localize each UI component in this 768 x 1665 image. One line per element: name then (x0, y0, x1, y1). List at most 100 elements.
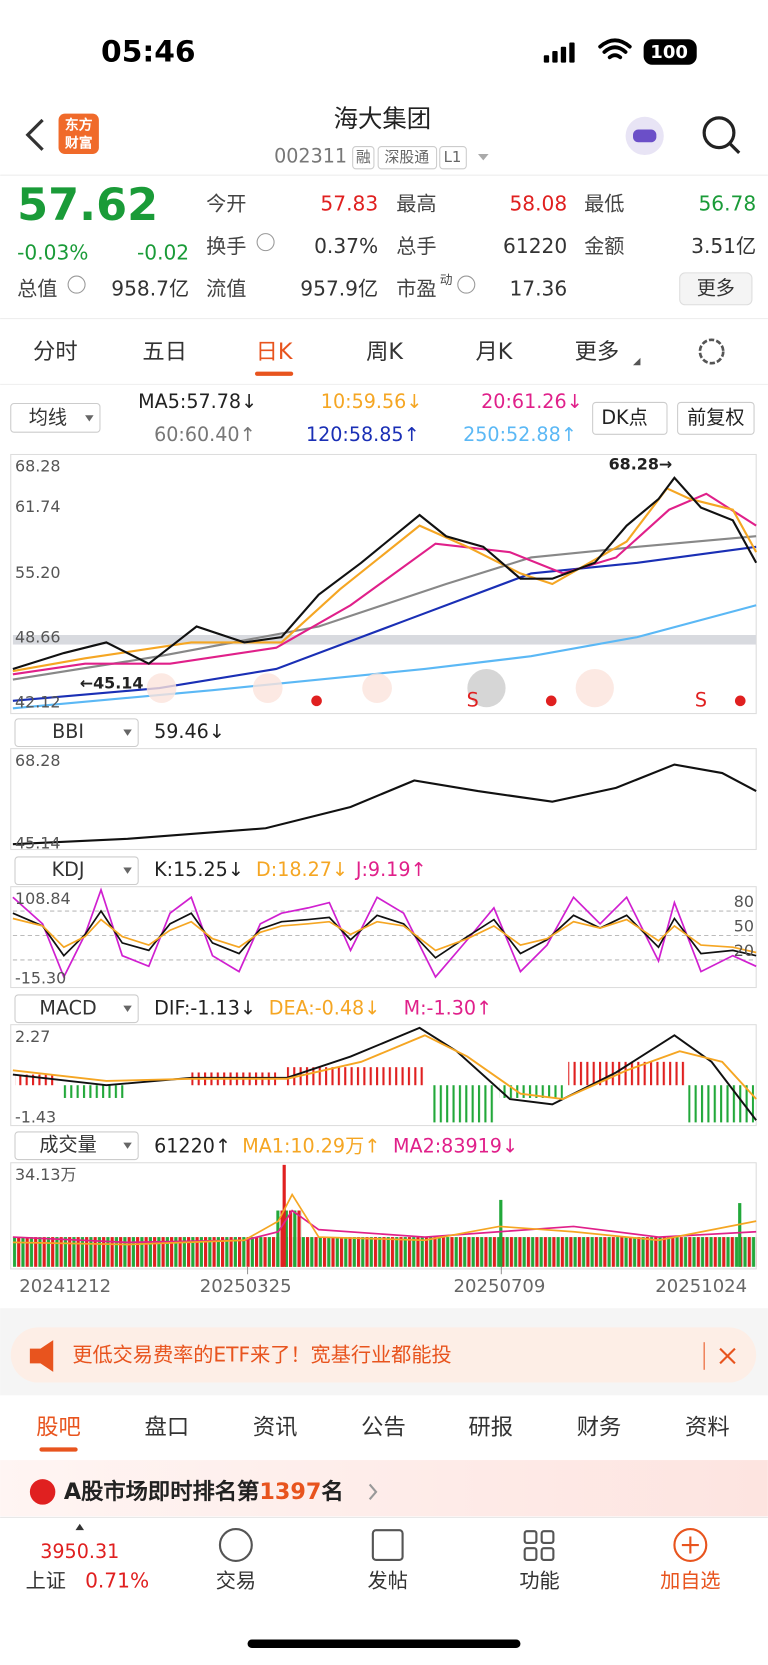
function-icon[interactable] (523, 1530, 555, 1561)
close-banner[interactable] (719, 1347, 736, 1365)
select-arrow (123, 1142, 132, 1149)
nav-label[interactable]: 发帖 (368, 1569, 408, 1593)
signal-dot (311, 695, 322, 707)
ma60-line (12, 535, 757, 681)
axis-label: 108.84 (15, 889, 71, 908)
nav-label[interactable]: 交易 (216, 1569, 256, 1593)
period-tab[interactable]: 分时 (33, 339, 78, 365)
info-tab[interactable]: 研报 (468, 1415, 513, 1441)
indicator-value: DEA:-0.48↓ (269, 996, 380, 1019)
info-icon[interactable] (457, 275, 476, 294)
back-button[interactable] (25, 118, 44, 151)
period-tab[interactable]: 月K (475, 339, 513, 365)
period-tab[interactable]: 五日 (142, 339, 187, 365)
axis-label: 20 (734, 941, 754, 960)
field-label: 最低 (584, 191, 624, 215)
period-tab[interactable]: 周K (366, 339, 404, 365)
field-label: 市盈 (396, 276, 436, 300)
select-arrow (123, 729, 132, 736)
tool-button[interactable] (146, 673, 177, 703)
tool-button[interactable] (467, 668, 506, 708)
nav-label[interactable]: 加自选 (660, 1569, 720, 1593)
search-icon[interactable] (702, 116, 736, 150)
high-annotation: 68.28→ (609, 455, 673, 474)
period-tab-active[interactable]: 日K (256, 339, 294, 365)
axis-label: 48.66 (15, 628, 61, 647)
post-icon[interactable] (371, 1529, 404, 1561)
tag-box (377, 146, 438, 170)
main-chart-frame (10, 453, 757, 715)
info-tab[interactable]: 公告 (361, 1415, 406, 1441)
field-label: 金额 (584, 234, 624, 258)
index-value[interactable]: 3950.31 (40, 1540, 119, 1563)
signal-dot (734, 695, 746, 707)
axis-label: 42.12 (15, 692, 61, 711)
signal-dot (545, 695, 557, 707)
info-icon[interactable] (67, 275, 86, 294)
axis-label: 68.28 (15, 457, 61, 476)
trade-icon[interactable] (218, 1528, 253, 1562)
adjust-label: 前复权 (687, 406, 744, 429)
more-button[interactable] (679, 272, 753, 306)
ma-value: 250:52.88↑ (463, 423, 577, 446)
field-label: 总手 (396, 234, 436, 258)
indicator-value: DIF:-1.13↓ (154, 996, 256, 1019)
price: 57.62 (17, 179, 158, 231)
info-tab[interactable]: 资料 (685, 1415, 730, 1441)
volume-bar-peak (282, 1164, 286, 1267)
support-band (12, 634, 757, 645)
dropdown-arrow[interactable] (477, 153, 489, 161)
indicator-value: 59.46↓ (154, 720, 225, 743)
macd-dea-line (12, 1034, 757, 1101)
macd-bars (61, 1085, 126, 1098)
tag: 融 (356, 148, 371, 166)
axis-label: 68.28 (15, 751, 61, 770)
settings-icon[interactable] (698, 338, 725, 365)
index-arrow (75, 1523, 85, 1531)
info-tab[interactable]: 资讯 (253, 1415, 298, 1441)
period-tab[interactable]: 更多 (575, 339, 620, 365)
info-icon[interactable] (256, 233, 275, 252)
indicator-select[interactable] (14, 856, 139, 886)
info-tab[interactable]: 盘口 (145, 1415, 190, 1441)
rank-row[interactable] (0, 1460, 768, 1517)
indicator-select[interactable] (10, 402, 101, 433)
indicator-select-label: 成交量 (39, 1133, 96, 1156)
axis-label: 2.27 (15, 1027, 50, 1046)
field-value: 957.9亿 (300, 276, 378, 300)
indicator-select-label: 均线 (29, 406, 67, 429)
indicator-select[interactable] (14, 994, 139, 1024)
field-label: 总值 (17, 276, 57, 300)
tool-button[interactable] (252, 673, 283, 703)
macd-bars (499, 1085, 563, 1098)
field-label: 换手 (206, 234, 246, 258)
wifi-icon (598, 38, 632, 60)
ma250-line (12, 604, 757, 710)
date-label: 20250325 (200, 1276, 292, 1297)
tool-button[interactable] (362, 673, 392, 703)
index-pct[interactable]: 0.71% (85, 1569, 149, 1593)
macd-bars (568, 1061, 686, 1086)
promo-banner[interactable] (10, 1327, 757, 1383)
indicator-select[interactable] (14, 718, 139, 748)
nav-label[interactable]: 功能 (519, 1569, 559, 1593)
macd-bars (15, 1074, 58, 1086)
info-tab-active[interactable]: 股吧 (36, 1415, 81, 1441)
low-annotation: ←45.14 (80, 673, 144, 692)
field-label: 今开 (206, 191, 246, 215)
field-value: 58.08 (509, 191, 567, 215)
indicator-value: MA1:10.29万↑ (242, 1134, 380, 1157)
add-watch-icon[interactable] (673, 1528, 708, 1562)
tag: L1 (444, 148, 462, 166)
index-name[interactable]: 上证 (26, 1569, 66, 1593)
axis-label: 50 (734, 917, 754, 936)
battery (643, 39, 697, 65)
info-tab[interactable]: 财务 (577, 1415, 622, 1441)
tool-button[interactable] (575, 668, 614, 708)
adjust-button[interactable] (677, 401, 755, 435)
indicator-select[interactable] (14, 1131, 139, 1161)
dk-button[interactable] (592, 401, 668, 435)
sell-signal: S (467, 688, 479, 711)
indicator-value: D:18.27↓ (256, 858, 348, 881)
field-label: 最高 (396, 191, 436, 215)
